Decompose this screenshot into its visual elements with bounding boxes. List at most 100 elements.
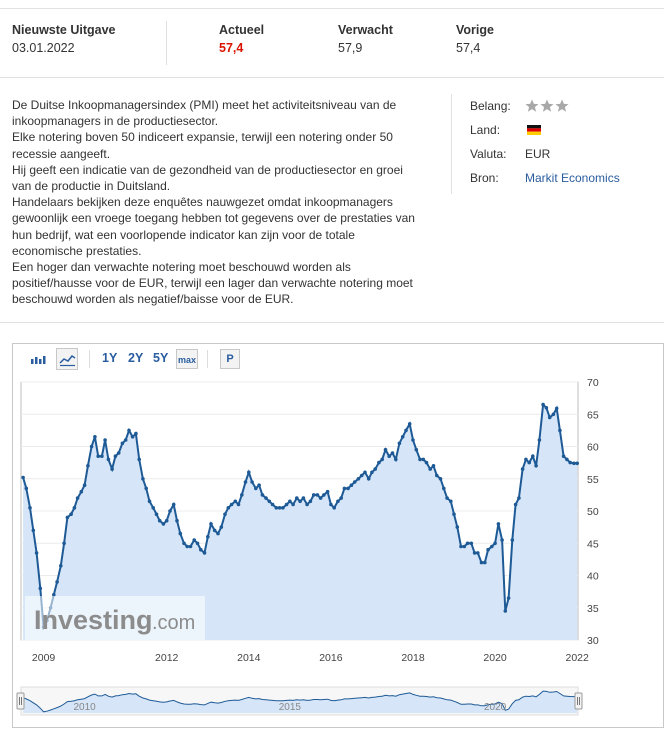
bar-chart-icon[interactable] — [27, 348, 49, 370]
data-point — [390, 451, 395, 455]
data-point — [394, 457, 398, 462]
data-point — [418, 457, 422, 462]
event-meta: Belang: Land: Valuta: EUR Bron: Markit E… — [451, 94, 670, 194]
data-point — [479, 560, 484, 565]
data-point — [254, 486, 258, 491]
data-point — [178, 531, 183, 536]
latest-release-date: 03.01.2022 — [12, 41, 75, 55]
navigator-line — [22, 690, 578, 713]
area-chart-icon[interactable] — [56, 348, 78, 370]
description-paragraph: Hij geeft een indicatie van de gezondhei… — [12, 162, 403, 194]
data-point — [575, 461, 579, 466]
data-point — [455, 525, 460, 529]
data-point — [31, 528, 36, 533]
data-point — [400, 435, 405, 439]
data-point — [339, 496, 344, 500]
data-point — [291, 502, 295, 507]
data-point — [168, 509, 172, 513]
data-point — [551, 412, 556, 417]
data-point — [322, 493, 326, 497]
navigator-tick-label: 2020 — [484, 702, 507, 713]
data-point — [206, 535, 210, 539]
data-point — [311, 493, 316, 497]
data-point — [75, 496, 80, 500]
navigator[interactable]: 2010 2015 2020 — [16, 686, 583, 716]
currency-value: EUR — [525, 147, 551, 161]
x-tick-label: 2012 — [155, 652, 179, 664]
x-tick-label: 2018 — [401, 652, 425, 664]
previous-value: 57,4 — [456, 41, 481, 55]
forecast-label: Verwacht — [338, 23, 393, 37]
data-point — [298, 499, 302, 504]
watermark-brand: Investing — [34, 605, 153, 635]
data-point — [202, 551, 207, 555]
y-tick-label: 60 — [587, 442, 599, 454]
data-point — [267, 499, 272, 504]
data-point — [373, 467, 378, 471]
data-point — [387, 454, 392, 458]
data-point — [284, 502, 289, 507]
y-tick-label: 65 — [587, 409, 599, 421]
data-point — [96, 454, 100, 458]
data-point — [185, 544, 189, 549]
range-1y-button[interactable]: 1Y — [102, 351, 118, 365]
data-point — [380, 457, 385, 462]
data-point — [69, 512, 73, 516]
data-point — [100, 454, 104, 458]
data-point — [346, 486, 350, 491]
data-point — [274, 506, 279, 510]
x-axis-ticks: 2009 2012 2014 2016 2018 2020 2022 — [32, 652, 589, 664]
data-point — [195, 541, 200, 546]
data-point — [52, 593, 56, 597]
data-point — [520, 467, 525, 471]
range-max-button[interactable]: max — [176, 349, 198, 369]
data-point — [28, 506, 32, 510]
data-point — [356, 477, 361, 481]
navigator-left-handle[interactable] — [16, 692, 25, 710]
data-point — [414, 447, 419, 452]
data-point — [137, 457, 141, 462]
data-point — [547, 415, 552, 420]
data-point — [325, 489, 330, 494]
data-point — [130, 435, 135, 439]
history-chart: 1Y 2Y 5Y max P 30 35 40 45 50 55 60 65 70 2009 20… — [12, 343, 664, 728]
p-button[interactable]: P — [220, 349, 240, 369]
watermark-suffix: .com — [152, 612, 195, 634]
range-5y-button[interactable]: 5Y — [153, 351, 169, 365]
data-point — [513, 502, 518, 507]
y-tick-label: 45 — [587, 538, 599, 550]
data-point — [421, 457, 426, 462]
data-point — [144, 486, 148, 491]
data-point — [476, 551, 480, 555]
data-point — [106, 457, 111, 462]
data-point — [431, 464, 436, 468]
data-point — [435, 473, 439, 478]
data-point — [257, 483, 261, 487]
data-point — [305, 502, 309, 507]
data-point — [247, 470, 251, 475]
data-point — [161, 522, 166, 526]
data-point — [308, 499, 313, 504]
data-point — [226, 506, 231, 510]
data-point — [24, 486, 29, 491]
star-icon — [555, 99, 569, 112]
range-2y-button[interactable]: 2Y — [128, 351, 144, 365]
x-tick-label: 2009 — [32, 652, 56, 664]
data-point — [544, 406, 549, 410]
data-point — [565, 457, 569, 462]
series-points — [21, 402, 579, 629]
data-point — [72, 506, 77, 510]
data-point — [250, 480, 254, 484]
actual-value: 57,4 — [219, 41, 244, 55]
data-point — [554, 406, 559, 411]
data-point — [34, 551, 39, 555]
data-point — [89, 444, 94, 449]
data-point — [332, 506, 337, 510]
x-tick-label: 2022 — [565, 652, 589, 664]
data-point — [318, 496, 323, 500]
data-point — [517, 496, 521, 500]
series-area — [23, 404, 578, 640]
y-tick-label: 50 — [587, 506, 599, 518]
source-link[interactable]: Markit Economics — [525, 171, 620, 185]
navigator-right-handle[interactable] — [574, 692, 583, 710]
